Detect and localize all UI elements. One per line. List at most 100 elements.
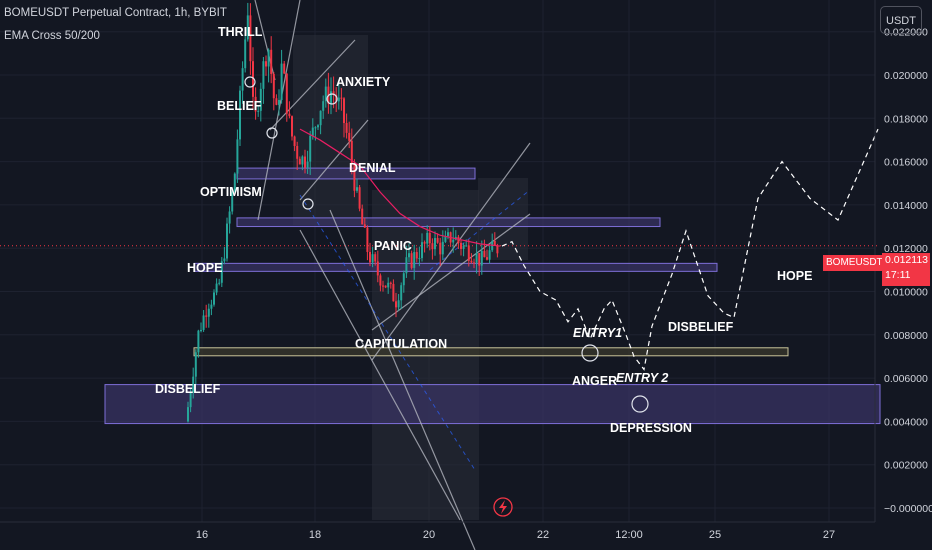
annotation-label: CAPITULATION xyxy=(355,337,447,351)
candle-body xyxy=(371,254,374,263)
trend-line xyxy=(299,119,369,201)
symbol-price-label: BOMEUSDT.P xyxy=(823,255,895,271)
x-tick-label: 16 xyxy=(196,529,208,541)
candle-body xyxy=(296,146,299,159)
candle-body xyxy=(382,285,384,287)
candle-body xyxy=(236,139,239,174)
price-zone xyxy=(236,217,661,228)
candle-body xyxy=(262,61,265,89)
candle-body xyxy=(223,258,226,262)
y-tick-label: 0.002000 xyxy=(884,460,928,472)
annotation-label: HOPE xyxy=(777,269,812,283)
guide-line xyxy=(299,194,476,471)
candle-body xyxy=(231,192,234,212)
candle-body xyxy=(337,97,340,102)
candle-body xyxy=(275,98,278,105)
candle-body xyxy=(317,125,319,128)
x-tick-label: 12:00 xyxy=(615,529,643,541)
candle-body xyxy=(423,242,426,244)
candle-body xyxy=(246,15,249,40)
annotation-label: DEPRESSION xyxy=(610,421,692,435)
candle-body xyxy=(428,232,431,244)
candle-body xyxy=(249,15,252,62)
candle-body xyxy=(210,304,213,309)
candle-body xyxy=(291,116,293,137)
candle-body xyxy=(293,136,296,147)
candle-body xyxy=(392,283,395,302)
candle-body xyxy=(467,245,470,261)
candle-body xyxy=(400,285,403,301)
marker-circle xyxy=(581,344,599,362)
candle-body xyxy=(470,260,473,263)
chart-title: BOMEUSDT Perpetual Contract, 1h, BYBIT xyxy=(4,7,227,19)
candle-body xyxy=(475,253,478,263)
last-price-tag: 0.012113 17:11 xyxy=(882,253,930,286)
candle-body xyxy=(189,392,192,408)
candle-body xyxy=(366,227,369,252)
candle-body xyxy=(283,63,286,74)
candle-body xyxy=(197,330,200,353)
candle-body xyxy=(226,223,228,259)
candle-body xyxy=(265,61,267,67)
candle-body xyxy=(376,261,379,276)
price-zone xyxy=(193,262,718,272)
candle-body xyxy=(447,232,449,237)
candle-body xyxy=(340,97,343,99)
x-tick-label: 20 xyxy=(423,529,435,541)
candle-body xyxy=(389,282,392,284)
candle-body xyxy=(285,73,288,114)
candle-body xyxy=(330,91,332,104)
y-tick-label: 0.008000 xyxy=(884,330,928,342)
candle-body xyxy=(241,68,244,91)
annotation-label: DISBELIEF xyxy=(668,320,734,334)
indicator-label[interactable]: EMA Cross 50/200 xyxy=(4,30,100,42)
candle-body xyxy=(434,238,436,250)
candle-body xyxy=(473,262,475,264)
price-zone xyxy=(193,347,789,357)
candle-body xyxy=(309,135,312,162)
candle-body xyxy=(457,236,460,243)
lightning-icon-glyph xyxy=(499,500,507,514)
annotation-label: ANGER xyxy=(572,374,617,388)
x-tick-label: 27 xyxy=(823,529,835,541)
currency-button[interactable]: USDT xyxy=(880,6,922,34)
candle-body xyxy=(361,208,364,225)
candle-body xyxy=(345,123,348,133)
candle-body xyxy=(218,282,221,284)
candle-body xyxy=(483,250,486,258)
candle-body xyxy=(270,49,273,74)
shaded-box xyxy=(293,35,368,225)
candle-body xyxy=(215,283,218,293)
candle-body xyxy=(254,96,257,112)
candle-body xyxy=(418,258,421,260)
annotation-label: PANIC xyxy=(374,239,412,253)
candle-body xyxy=(369,251,371,263)
y-tick-label: 0.016000 xyxy=(884,157,928,169)
candle-body xyxy=(374,254,377,262)
candle-body xyxy=(465,245,468,247)
candle-body xyxy=(421,242,423,259)
candle-body xyxy=(452,239,455,243)
candle-body xyxy=(244,39,247,69)
annotation-label: ENTRY1 xyxy=(573,326,622,340)
candle-body xyxy=(353,164,356,191)
ema-line xyxy=(299,128,501,247)
candle-body xyxy=(304,156,306,168)
last-price-value: 0.012113 xyxy=(885,254,929,266)
candle-body xyxy=(343,98,345,124)
candle-body xyxy=(493,240,496,246)
candle-body xyxy=(319,110,322,126)
candle-body xyxy=(408,253,410,258)
y-tick-label: 0.004000 xyxy=(884,416,928,428)
candle-body xyxy=(496,245,499,254)
candle-body xyxy=(460,242,462,249)
bar-countdown: 17:11 xyxy=(885,269,911,281)
y-tick-label: 0.006000 xyxy=(884,373,928,385)
candle-body xyxy=(358,187,361,209)
y-tick-label: 0.018000 xyxy=(884,113,928,125)
candle-body xyxy=(332,91,335,95)
annotation-label: HOPE xyxy=(187,261,222,275)
lightning-icon[interactable] xyxy=(493,497,513,517)
trend-line xyxy=(371,142,531,361)
